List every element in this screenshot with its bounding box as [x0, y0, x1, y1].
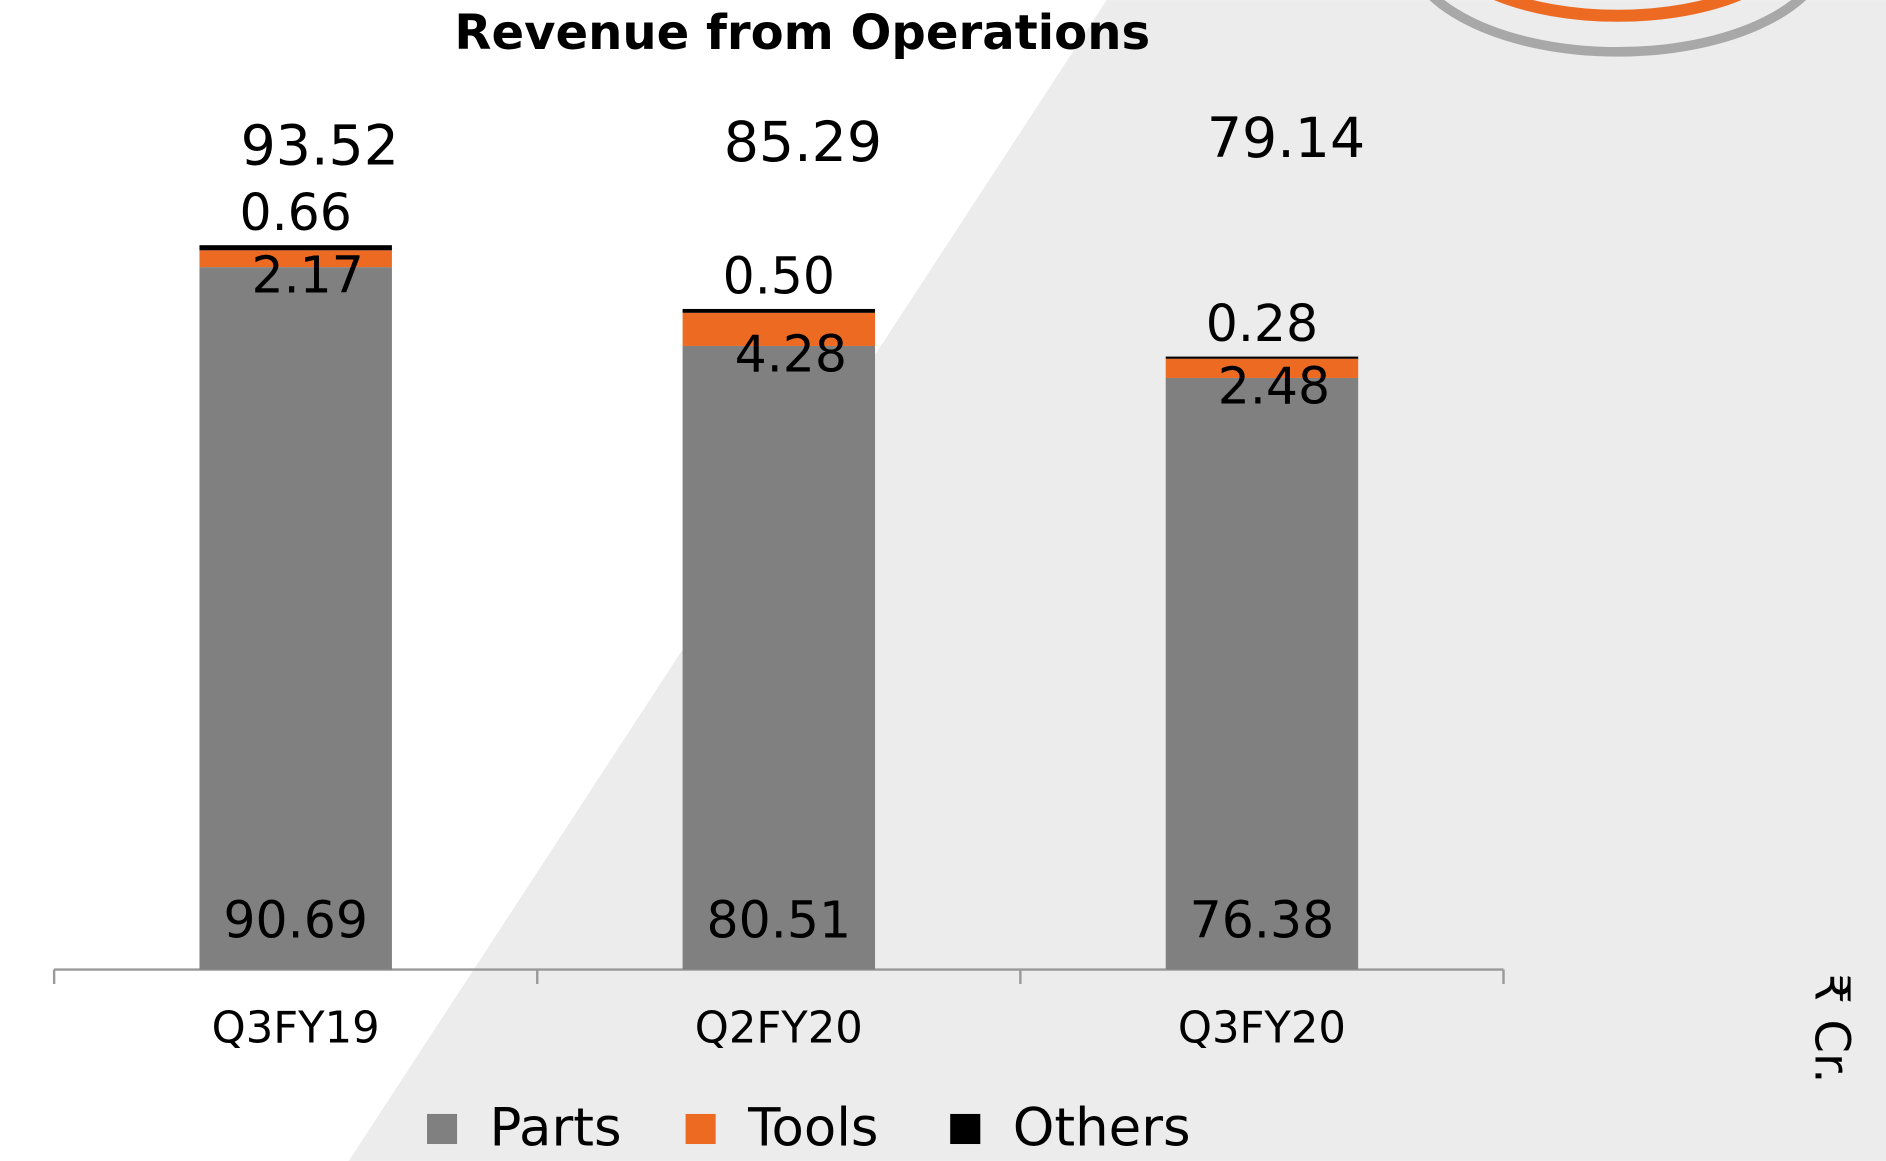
data-label: 4.28	[735, 324, 847, 383]
bar-segment	[1165, 356, 1359, 359]
data-label: 80.51	[707, 890, 852, 949]
legend-swatch	[685, 1113, 716, 1145]
background-shape	[348, 0, 1886, 1161]
bar-segment	[1165, 377, 1359, 970]
x-tick-label: Q3FY20	[1178, 1003, 1346, 1053]
bar-segment	[1165, 358, 1359, 378]
bar-segment	[682, 312, 876, 346]
logo-ring	[1494, 0, 1742, 22]
legend-label: Parts	[490, 1097, 622, 1158]
bar-segment	[199, 250, 392, 268]
bar-segment	[199, 245, 392, 251]
legend-swatch	[950, 1113, 981, 1145]
bar-segment	[199, 267, 392, 970]
legend-label: Tools	[747, 1097, 878, 1158]
total-label: 79.14	[1207, 107, 1365, 171]
data-label: 90.69	[223, 890, 368, 949]
logo-ring	[1429, 0, 1807, 57]
total-label: 85.29	[724, 111, 882, 175]
bar-segment	[682, 345, 876, 970]
x-tick-label: Q3FY19	[212, 1003, 380, 1053]
data-label: 2.17	[251, 246, 363, 305]
data-label: 0.50	[723, 247, 835, 306]
data-label: 0.66	[239, 183, 351, 242]
unit-label: ₹ Cr.	[1803, 973, 1859, 1083]
bar-segment	[682, 308, 876, 313]
chart-title: Revenue from Operations	[454, 5, 1150, 61]
data-label: 76.38	[1190, 890, 1335, 949]
total-label: 93.52	[241, 114, 399, 178]
legend-swatch	[426, 1113, 458, 1145]
data-label: 2.48	[1218, 356, 1330, 415]
legend-label: Others	[1013, 1097, 1191, 1158]
data-label: 0.28	[1206, 294, 1318, 353]
x-tick-label: Q2FY20	[695, 1003, 863, 1053]
